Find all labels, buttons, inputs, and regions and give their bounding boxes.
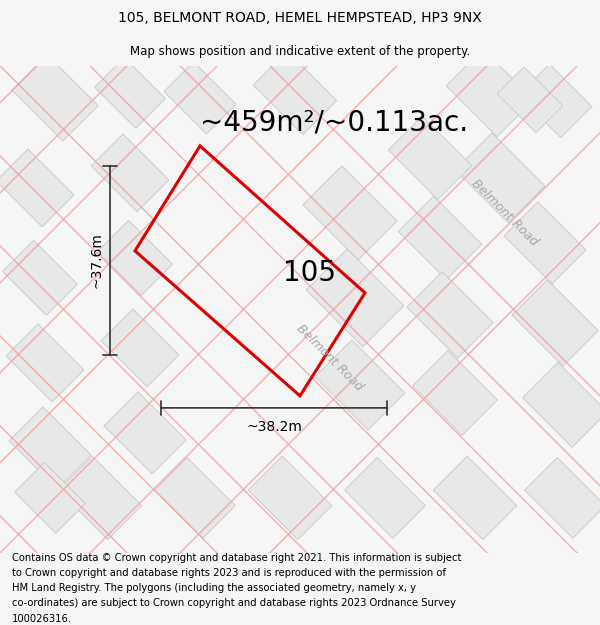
Polygon shape (407, 272, 493, 358)
Polygon shape (2, 241, 77, 316)
Polygon shape (433, 456, 517, 539)
Polygon shape (512, 280, 598, 366)
Text: Contains OS data © Crown copyright and database right 2021. This information is : Contains OS data © Crown copyright and d… (12, 553, 461, 563)
Polygon shape (518, 64, 592, 138)
Text: co-ordinates) are subject to Crown copyright and database rights 2023 Ordnance S: co-ordinates) are subject to Crown copyr… (12, 598, 456, 608)
Text: 105: 105 (284, 259, 337, 287)
Polygon shape (104, 392, 186, 474)
Polygon shape (446, 49, 534, 137)
Polygon shape (398, 196, 482, 279)
Text: 100026316.: 100026316. (12, 614, 72, 624)
Polygon shape (344, 458, 425, 538)
Polygon shape (523, 362, 600, 448)
Polygon shape (524, 458, 600, 538)
Polygon shape (58, 456, 142, 539)
Polygon shape (164, 62, 236, 134)
Polygon shape (388, 116, 472, 199)
Text: Belmont Road: Belmont Road (469, 177, 541, 249)
Polygon shape (504, 202, 586, 284)
Text: ~37.6m: ~37.6m (90, 232, 104, 288)
Polygon shape (248, 456, 332, 539)
Polygon shape (95, 58, 166, 128)
Polygon shape (155, 458, 235, 538)
Polygon shape (0, 149, 74, 227)
Polygon shape (14, 462, 85, 533)
Polygon shape (6, 324, 84, 402)
Text: ~459m²/~0.113ac.: ~459m²/~0.113ac. (200, 109, 468, 137)
Polygon shape (306, 249, 404, 347)
Polygon shape (455, 133, 545, 222)
Text: Belmont Road: Belmont Road (294, 322, 366, 394)
Polygon shape (303, 166, 397, 260)
Polygon shape (101, 309, 179, 387)
Text: ~38.2m: ~38.2m (246, 420, 302, 434)
Text: HM Land Registry. The polygons (including the associated geometry, namely x, y: HM Land Registry. The polygons (includin… (12, 583, 416, 593)
Polygon shape (12, 55, 98, 141)
Text: 105, BELMONT ROAD, HEMEL HEMPSTEAD, HP3 9NX: 105, BELMONT ROAD, HEMEL HEMPSTEAD, HP3 … (118, 11, 482, 26)
Polygon shape (91, 134, 169, 212)
Polygon shape (98, 221, 172, 296)
Text: Map shows position and indicative extent of the property.: Map shows position and indicative extent… (130, 45, 470, 58)
Polygon shape (413, 351, 497, 435)
Polygon shape (253, 51, 337, 134)
Polygon shape (9, 407, 91, 489)
Polygon shape (497, 67, 563, 132)
Polygon shape (315, 340, 405, 430)
Text: to Crown copyright and database rights 2023 and is reproduced with the permissio: to Crown copyright and database rights 2… (12, 568, 446, 578)
